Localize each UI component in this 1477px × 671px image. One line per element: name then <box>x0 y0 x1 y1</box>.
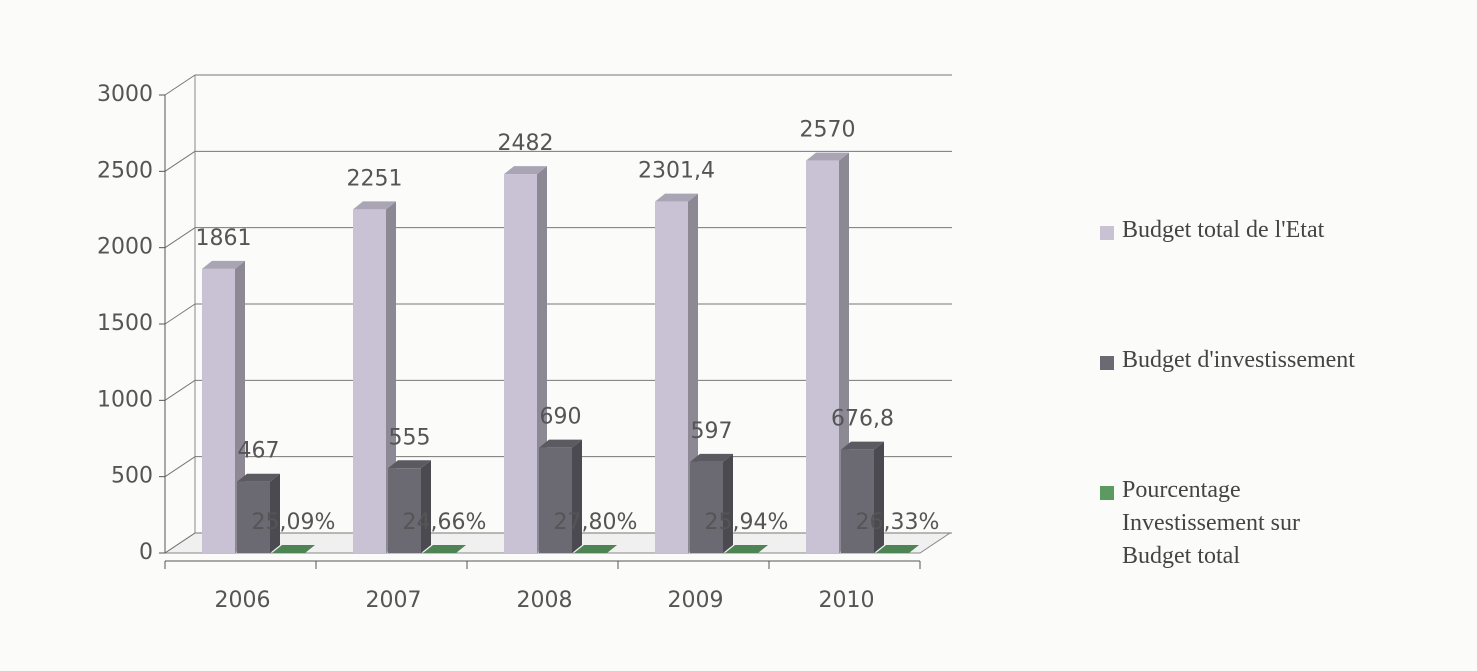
value-label: 2570 <box>800 118 856 143</box>
legend-label: Budget d'investissement <box>1122 347 1355 373</box>
y-tick-label: 2000 <box>97 235 153 260</box>
grid-line <box>164 227 196 249</box>
bar-top <box>725 544 768 553</box>
bar-side <box>723 453 733 553</box>
value-label: 27,80% <box>554 510 638 535</box>
chart: 0 500 1000 1500 2000 2500 3000 2006 1861 467 25,09… <box>97 74 952 613</box>
grid-line <box>164 150 196 172</box>
bar-top <box>876 544 919 553</box>
legend-swatch <box>1100 226 1114 240</box>
legend-item: Budget total de l'Etat <box>1100 217 1400 350</box>
bar-side <box>421 460 431 553</box>
y-tick-label: 1000 <box>97 387 153 412</box>
y-tick-label: 1500 <box>97 311 153 336</box>
bar-side <box>607 544 617 553</box>
x-tick-label: 2007 <box>366 588 422 613</box>
value-label: 25,09% <box>252 510 336 535</box>
bar-top <box>388 460 431 469</box>
bar-side <box>758 544 768 553</box>
bar-top <box>237 473 280 482</box>
bar-top <box>539 439 582 448</box>
grid-line <box>164 74 196 96</box>
value-label: 2301,4 <box>638 159 715 184</box>
value-label: 467 <box>238 439 280 464</box>
x-tick-label: 2008 <box>517 588 573 613</box>
bar <box>237 481 270 553</box>
bar <box>806 160 839 553</box>
bar-top <box>841 441 884 450</box>
grid-line <box>164 379 196 401</box>
bar <box>388 468 421 553</box>
y-tick-label: 500 <box>111 464 153 489</box>
value-label: 1861 <box>196 226 252 251</box>
bar-side <box>874 441 884 553</box>
legend-item: Budget d'investissement <box>1100 347 1400 480</box>
value-label: 26,33% <box>856 510 940 535</box>
x-tick-label: 2009 <box>668 588 724 613</box>
value-label: 25,94% <box>705 510 789 535</box>
bar-side <box>456 544 466 553</box>
value-label: 676,8 <box>831 407 894 432</box>
x-tick-label: 2010 <box>819 588 875 613</box>
bar-top <box>690 453 733 462</box>
bar-side <box>909 544 919 553</box>
bar-top <box>272 544 315 553</box>
bar <box>353 209 386 553</box>
legend-swatch <box>1100 486 1114 500</box>
bar <box>655 201 688 553</box>
bar <box>690 461 723 553</box>
bar <box>504 174 537 553</box>
bar <box>202 268 235 553</box>
grid-line <box>164 303 196 325</box>
grid-line <box>164 456 196 478</box>
value-label: 2251 <box>347 166 403 191</box>
bar <box>841 449 874 553</box>
bar-top <box>655 193 698 202</box>
bar-side <box>572 439 582 553</box>
value-label: 555 <box>389 425 431 450</box>
legend-swatch <box>1100 356 1114 370</box>
legend: Budget total de l'Etat Budget d'investiss… <box>1100 217 1400 610</box>
x-tick-label: 2006 <box>215 588 271 613</box>
y-tick-label: 3000 <box>97 82 153 107</box>
bar-side <box>305 544 315 553</box>
bar-top <box>423 544 466 553</box>
bar-top <box>504 166 547 175</box>
bar-top <box>353 201 396 210</box>
legend-label: Budget total de l'Etat <box>1122 217 1325 243</box>
legend-item: Pourcentage Investissement sur Budget to… <box>1100 477 1400 610</box>
bar-side <box>270 473 280 553</box>
y-tick-label: 2500 <box>97 158 153 183</box>
value-label: 2482 <box>498 131 554 156</box>
legend-label: Pourcentage Investissement sur Budget to… <box>1122 477 1300 569</box>
bar-top <box>574 544 617 553</box>
y-tick-label: 0 <box>139 540 153 565</box>
value-label: 597 <box>691 419 733 444</box>
value-label: 24,66% <box>403 510 487 535</box>
value-label: 690 <box>540 405 582 430</box>
bar-top <box>202 260 245 269</box>
grid-line <box>164 532 196 554</box>
bar-top <box>806 152 849 161</box>
bar <box>539 447 572 553</box>
